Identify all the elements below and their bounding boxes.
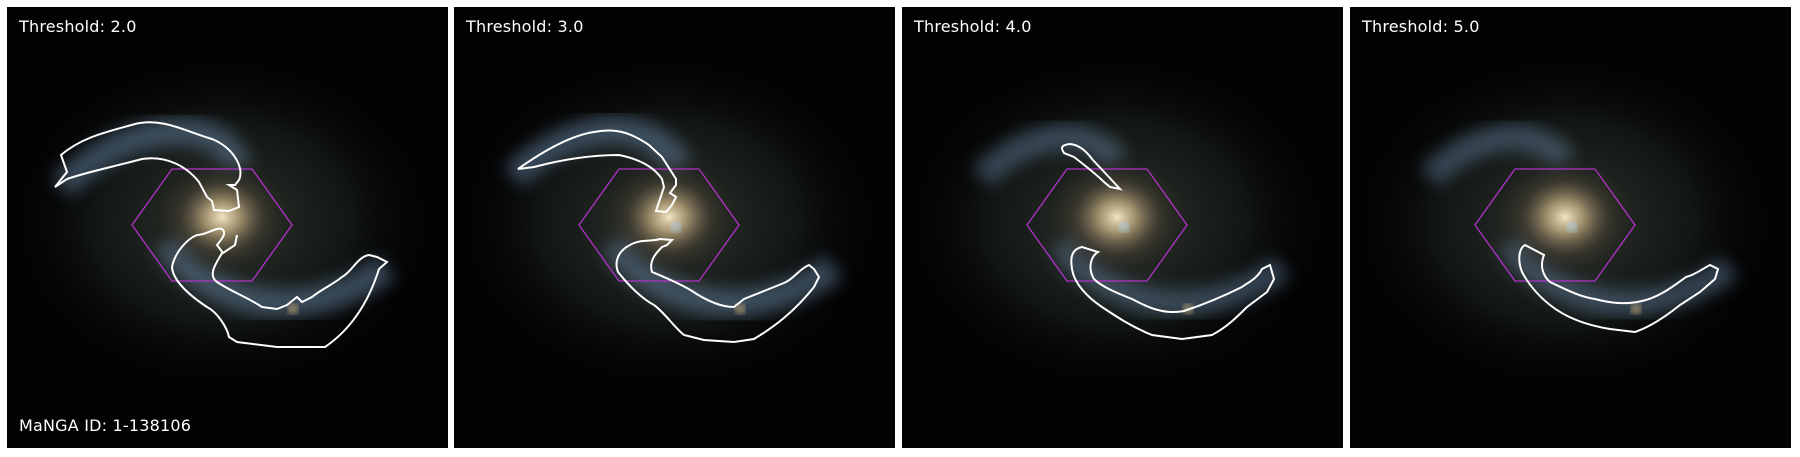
ifu-hexagon (578, 168, 740, 282)
ifu-hexagon (1026, 168, 1188, 282)
galaxy-image (454, 7, 895, 448)
galaxy-panel-threshold-4: Threshold: 4.0 (902, 7, 1343, 448)
manga-id-label: MaNGA ID: 1-138106 (19, 416, 192, 435)
threshold-label: Threshold: 4.0 (914, 17, 1032, 36)
arm-contour (54, 121, 242, 213)
galaxy-image (1350, 7, 1791, 448)
threshold-label: Threshold: 3.0 (466, 17, 584, 36)
arm-contour (615, 237, 821, 344)
threshold-label: Threshold: 2.0 (19, 17, 137, 36)
ifu-hexagon (1474, 168, 1636, 282)
arm-contour (517, 129, 678, 214)
threshold-label: Threshold: 5.0 (1362, 17, 1480, 36)
galaxy-panel-threshold-2: Threshold: 2.0 MaNGA ID: 1-138106 (7, 7, 448, 448)
galaxy-panel-threshold-3: Threshold: 3.0 (454, 7, 895, 448)
arm-contour (1518, 243, 1720, 334)
galaxy-image (902, 7, 1343, 448)
ifu-hexagon (131, 168, 293, 282)
galaxy-image (7, 7, 448, 448)
arm-contour (170, 227, 389, 348)
arm-contour (1070, 245, 1276, 341)
arm-contour (1061, 142, 1123, 191)
galaxy-panel-threshold-5: Threshold: 5.0 (1350, 7, 1791, 448)
